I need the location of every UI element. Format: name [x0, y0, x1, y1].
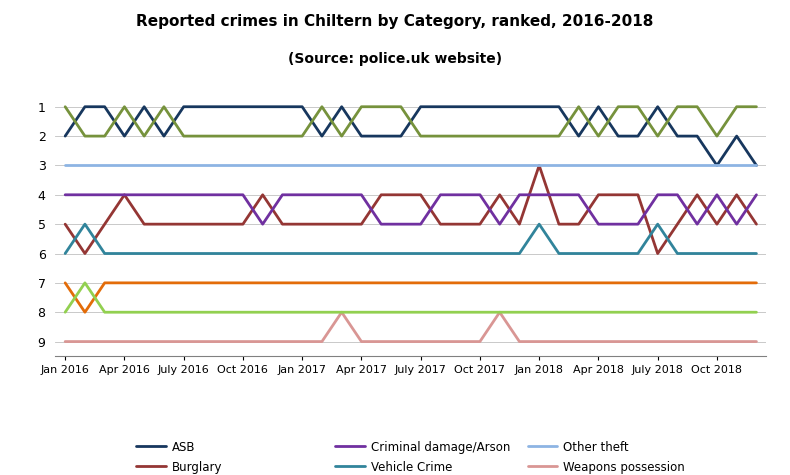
- Text: (Source: police.uk website): (Source: police.uk website): [288, 52, 502, 66]
- Text: Reported crimes in Chiltern by Category, ranked, 2016-2018: Reported crimes in Chiltern by Category,…: [137, 14, 653, 29]
- Legend: ASB, Burglary, Violence/sexual offences, Criminal damage/Arson, Vehicle Crime, D: ASB, Burglary, Violence/sexual offences,…: [137, 440, 685, 475]
